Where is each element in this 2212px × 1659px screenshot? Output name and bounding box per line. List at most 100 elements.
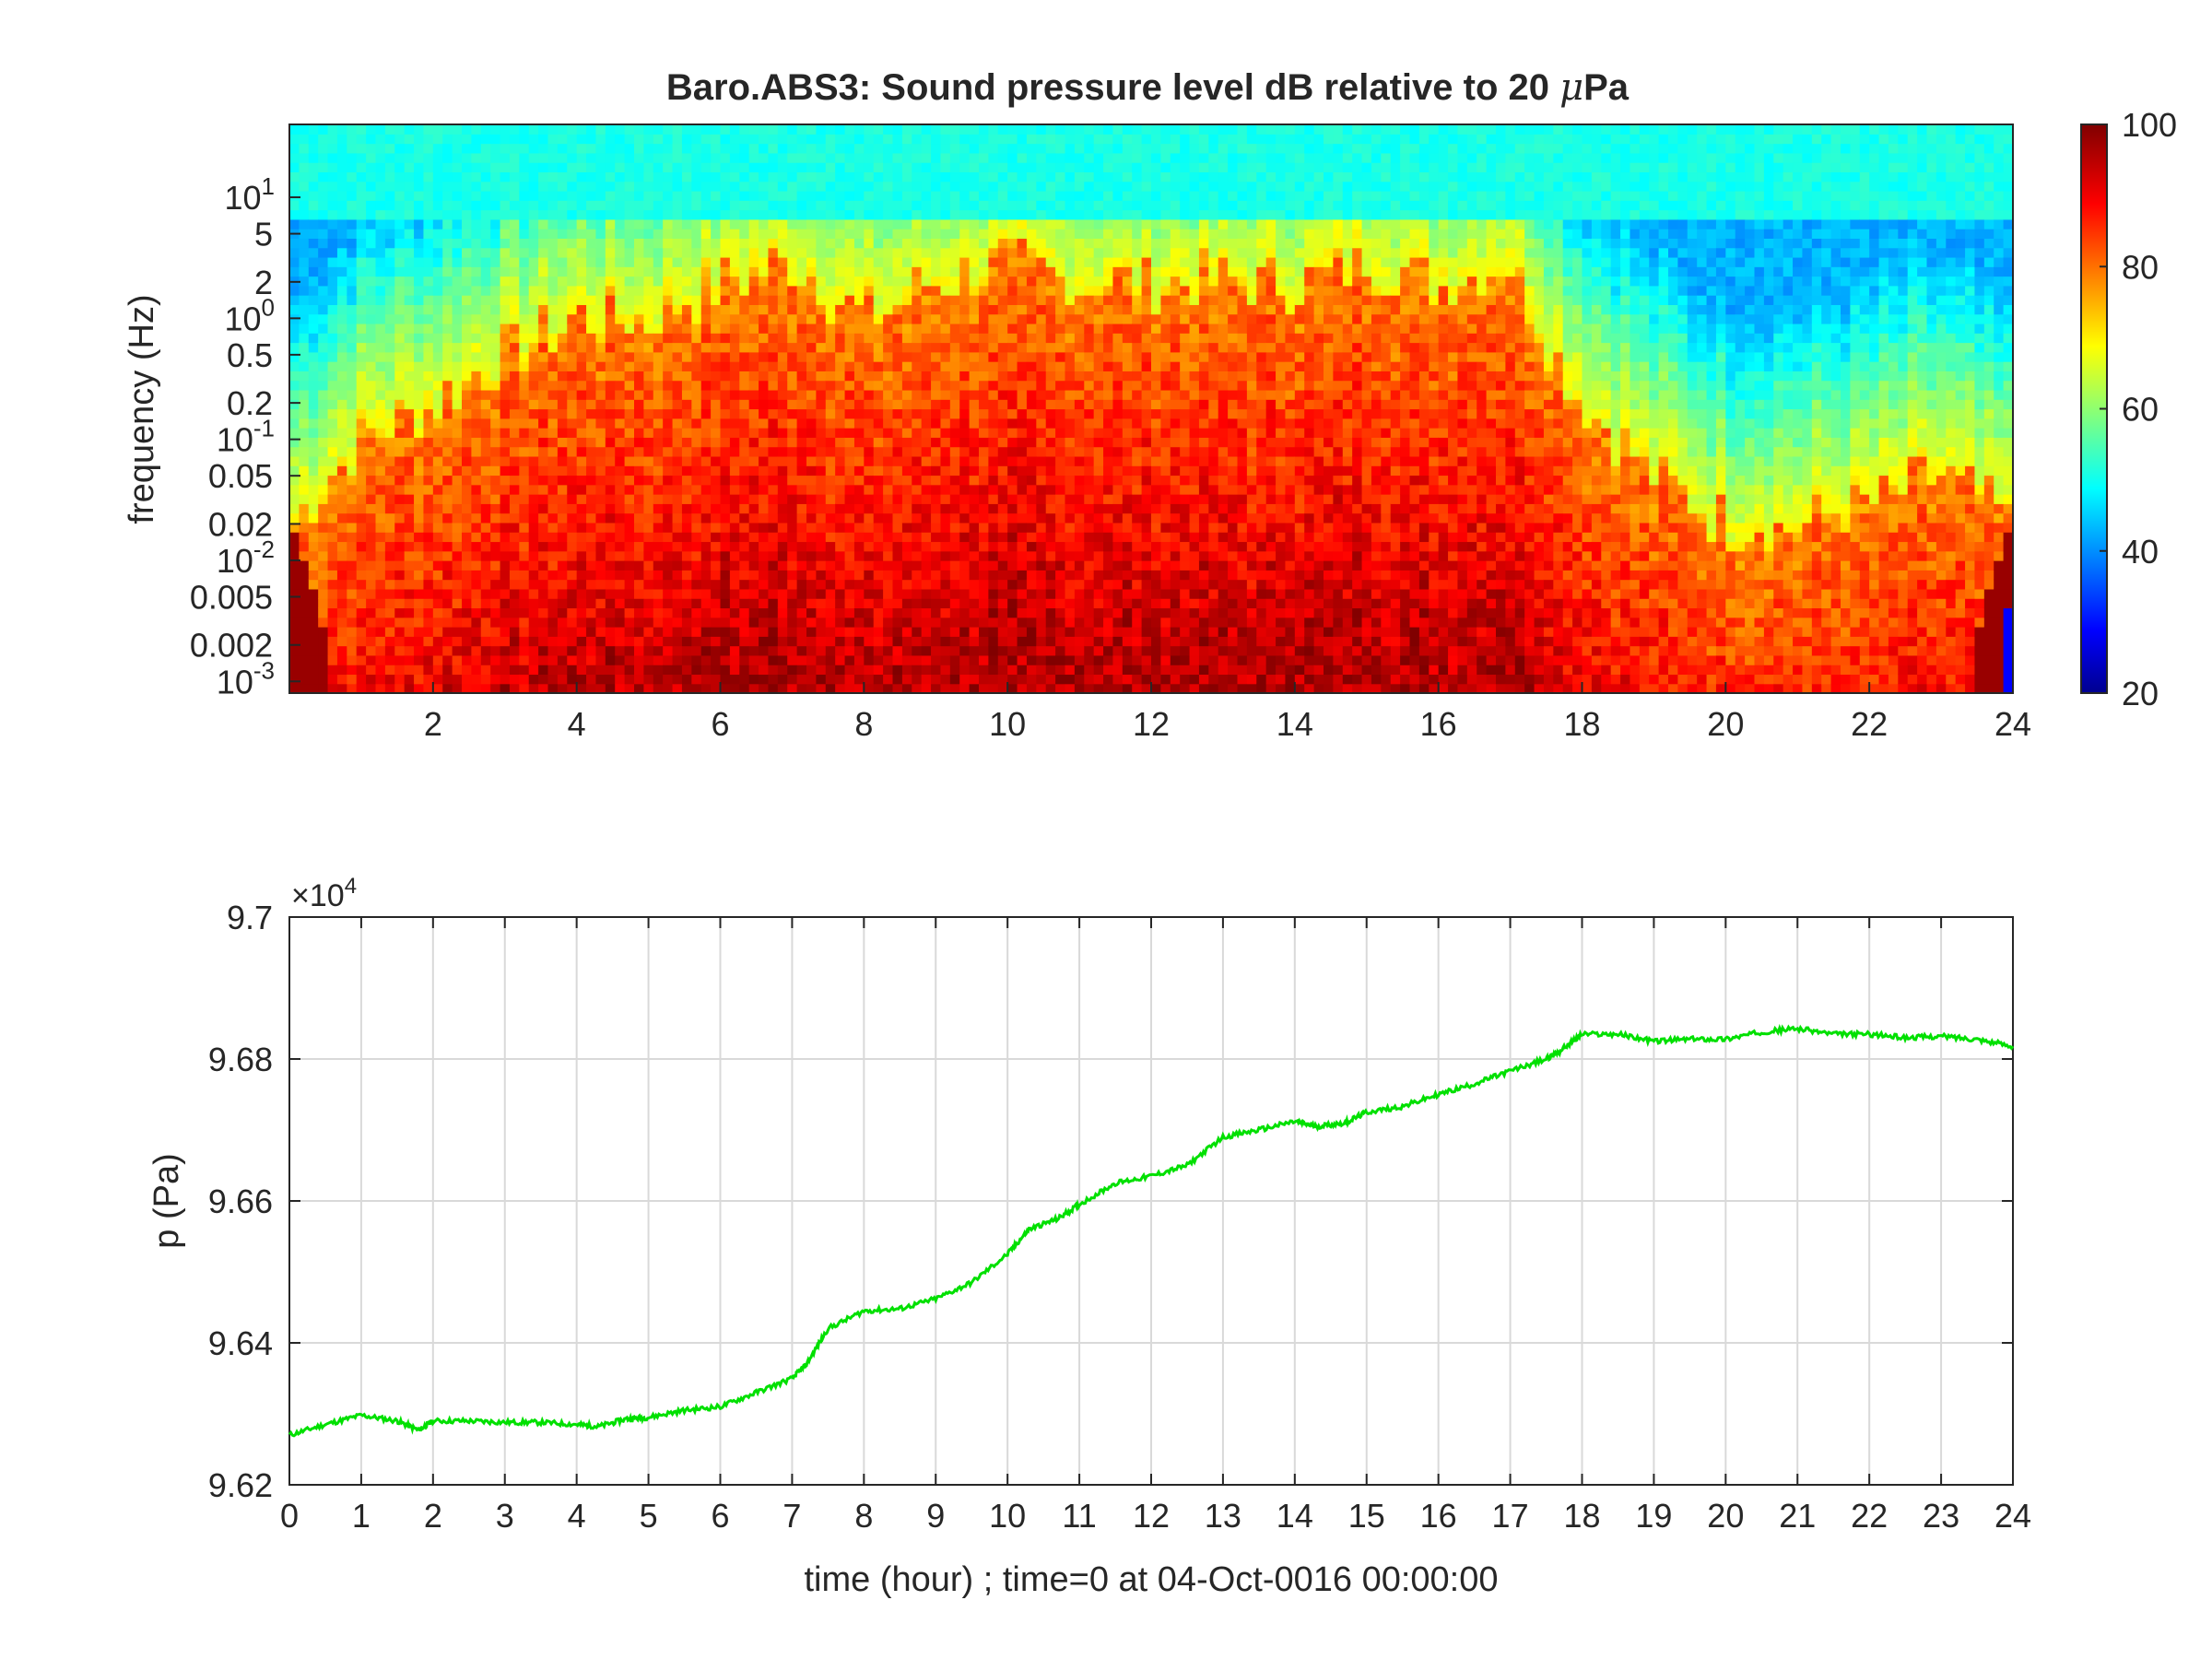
heatmap-cell: [586, 361, 597, 371]
heatmap-cell: [768, 428, 779, 438]
heatmap-cell: [336, 408, 347, 419]
heatmap-cell: [375, 598, 386, 609]
heatmap-cell: [768, 361, 779, 371]
heatmap-cell: [806, 579, 817, 590]
heatmap-cell: [432, 484, 443, 495]
heatmap-cell: [853, 570, 865, 581]
heatmap-cell: [729, 560, 740, 571]
heatmap-cell: [586, 494, 597, 504]
heatmap-cell: [308, 541, 319, 552]
heatmap-cell: [720, 674, 731, 685]
heatmap-cell: [519, 455, 530, 466]
heatmap-cell: [768, 560, 779, 571]
heatmap-cell: [663, 313, 674, 324]
heatmap-cell: [624, 124, 635, 135]
heatmap-cell: [576, 550, 587, 561]
heatmap-cell: [796, 124, 807, 135]
heatmap-cell: [347, 627, 358, 637]
heatmap-cell: [366, 143, 377, 154]
heatmap-cell: [691, 333, 702, 344]
heatmap-cell: [289, 455, 300, 466]
heatmap-cell: [787, 295, 798, 305]
heatmap-cell: [452, 579, 463, 590]
heatmap-cell: [327, 229, 338, 239]
heatmap-cell: [462, 579, 472, 590]
heatmap-cell: [327, 190, 338, 201]
heatmap-cell: [567, 607, 578, 618]
heatmap-cell: [289, 418, 300, 429]
heatmap-cell: [528, 645, 539, 656]
heatmap-cell: [787, 522, 798, 533]
heatmap-cell: [366, 636, 377, 647]
heatmap-cell: [519, 446, 530, 457]
heatmap-cell: [835, 494, 846, 504]
heatmap-cell: [1074, 134, 1085, 145]
heatmap-cell: [921, 522, 932, 533]
heatmap-cell: [557, 152, 568, 163]
heatmap-cell: [921, 229, 932, 239]
heatmap-cell: [423, 494, 434, 504]
heatmap-cell: [988, 124, 999, 135]
heatmap-cell: [969, 418, 980, 429]
heatmap-cell: [796, 162, 807, 173]
heatmap-cell: [748, 560, 759, 571]
heatmap-cell: [404, 190, 415, 201]
heatmap-cell: [452, 465, 463, 477]
heatmap-cell: [634, 181, 644, 192]
heatmap-cell: [825, 371, 836, 382]
heatmap-cell: [1045, 190, 1056, 201]
heatmap-cell: [605, 143, 616, 154]
heatmap-cell: [1026, 607, 1037, 618]
heatmap-cell: [528, 541, 539, 552]
heatmap-cell: [835, 361, 846, 371]
heatmap-cell: [423, 532, 434, 543]
heatmap-cell: [873, 181, 884, 192]
heatmap-cell: [959, 418, 971, 429]
heatmap-cell: [979, 285, 989, 296]
heatmap-cell: [299, 371, 310, 382]
heatmap-cell: [787, 674, 798, 685]
heatmap-cell: [538, 200, 549, 211]
heatmap-cell: [777, 209, 788, 220]
heatmap-cell: [624, 266, 635, 277]
heatmap-cell: [595, 446, 606, 457]
heatmap-cell: [796, 484, 807, 495]
heatmap-cell: [1017, 446, 1028, 457]
heatmap-cell: [739, 683, 750, 693]
heatmap-cell: [1017, 674, 1028, 685]
heatmap-cell: [883, 617, 894, 628]
heatmap-cell: [768, 342, 779, 353]
heatmap-cell: [691, 218, 702, 229]
heatmap-cell: [1084, 617, 1095, 628]
heatmap-cell: [567, 181, 578, 192]
heatmap-cell: [1017, 550, 1028, 561]
heatmap-cell: [528, 437, 539, 448]
heatmap-cell: [997, 229, 1008, 239]
heatmap-cell: [949, 143, 960, 154]
heatmap-cell: [835, 418, 846, 429]
heatmap-cell: [940, 598, 951, 609]
heatmap-cell: [595, 380, 606, 391]
heatmap-cell: [949, 333, 960, 344]
heatmap-cell: [883, 665, 894, 676]
heatmap-cell: [423, 295, 434, 305]
heatmap-cell: [586, 607, 597, 618]
heatmap-cell: [442, 665, 453, 676]
heatmap-cell: [442, 418, 453, 429]
heatmap-cell: [729, 171, 740, 182]
heatmap-cell: [1065, 636, 1076, 647]
heatmap-cell: [777, 304, 788, 315]
heatmap-cell: [959, 361, 971, 371]
heatmap-cell: [853, 152, 865, 163]
heatmap-cell: [997, 218, 1008, 229]
heatmap-cell: [1007, 171, 1018, 182]
heatmap-cell: [462, 654, 472, 665]
heatmap-cell: [969, 475, 980, 486]
heatmap-cell: [308, 550, 319, 561]
heatmap-cell: [471, 465, 482, 477]
heatmap-cell: [375, 494, 386, 504]
heatmap-cell: [816, 512, 827, 524]
heatmap-cell: [1045, 342, 1056, 353]
heatmap-cell: [768, 218, 779, 229]
heatmap-cell: [1036, 124, 1047, 135]
